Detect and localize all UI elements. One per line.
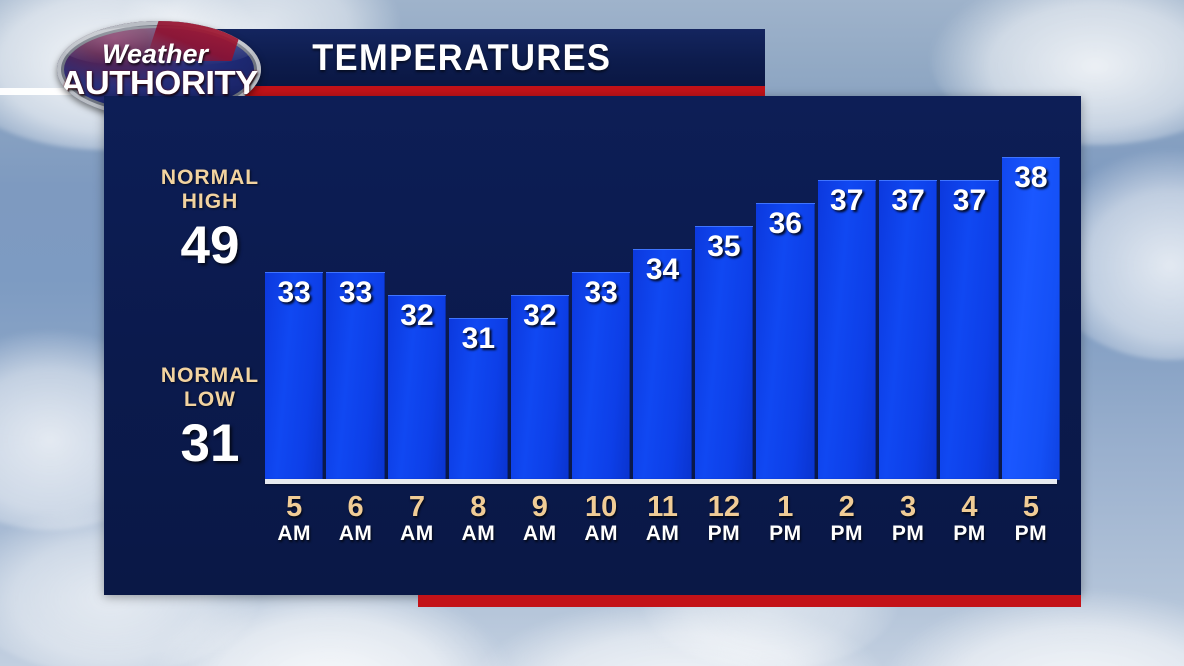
x-axis-hour: 4 [961, 491, 978, 523]
panel-bottom-red-stripe [418, 595, 1081, 607]
x-axis-meridiem: PM [830, 522, 863, 546]
x-axis-meridiem: AM [584, 522, 618, 546]
x-axis-tick: 9 AM [511, 492, 569, 545]
bar-column: 37 [940, 112, 999, 480]
bar-column: 33 [571, 112, 631, 480]
x-axis-hour: 8 [470, 491, 487, 523]
bar-value-label: 33 [584, 276, 618, 309]
temperature-bar: 33 [571, 272, 631, 480]
page-title: TEMPERATURES [311, 36, 612, 78]
bar-value-label: 37 [891, 184, 925, 217]
bar-column: 36 [756, 112, 815, 480]
x-axis-hour: 3 [900, 491, 917, 523]
temperature-bar: 37 [817, 180, 876, 480]
title-red-stripe [243, 86, 765, 97]
x-axis-tick: 5 AM [265, 492, 323, 545]
normal-low-block: NORMAL LOW 31 [131, 364, 289, 470]
x-axis-tick: 2 PM [818, 492, 876, 545]
bar-series: 33 33 32 31 32 33 34 35 36 37 37 37 38 [265, 112, 1061, 480]
x-axis-tick: 5 PM [1002, 492, 1060, 545]
chart-baseline-axis [265, 479, 1057, 484]
x-axis-meridiem: AM [277, 522, 312, 546]
temperature-bar: 33 [326, 272, 385, 480]
bar-value-label: 35 [707, 230, 741, 263]
bar-column: 31 [449, 112, 508, 480]
x-axis-meridiem: AM [522, 522, 557, 546]
logo-authority-text: AUTHORITY [60, 63, 258, 101]
x-axis-hour: 12 [707, 491, 741, 523]
temperature-bar: 31 [449, 318, 508, 480]
bar-column: 38 [1001, 112, 1061, 480]
bar-value-label: 34 [645, 253, 680, 286]
x-axis-meridiem: AM [461, 522, 496, 546]
x-axis-tick: 8 AM [449, 492, 507, 545]
bar-value-label: 37 [952, 184, 987, 217]
temperature-bar: 32 [387, 295, 447, 480]
x-axis-meridiem: AM [645, 522, 680, 546]
x-axis-hour: 7 [408, 491, 426, 523]
bar-column: 32 [387, 112, 447, 480]
x-axis-meridiem: PM [953, 522, 986, 546]
x-axis-labels: 5 AM 6 AM 7 AM 8 AM 9 AM 10 AM 11 AM 12 PM 1 PM 2 PM 3 PM 4 PM 5… [265, 492, 1060, 545]
temperature-bar: 33 [265, 272, 324, 480]
normal-high-label-line1: NORMAL [160, 166, 260, 189]
x-axis-tick: 6 AM [326, 492, 384, 545]
temperature-bar: 37 [940, 180, 999, 480]
bar-value-label: 36 [768, 207, 802, 240]
bar-column: 37 [878, 112, 938, 480]
bar-value-label: 38 [1014, 161, 1048, 194]
normal-high-block: NORMAL HIGH 49 [131, 166, 289, 272]
x-axis-hour: 9 [531, 491, 548, 523]
normal-low-value: 31 [180, 414, 240, 474]
normal-low-label-line1: NORMAL [160, 364, 260, 387]
x-axis-hour: 6 [347, 491, 364, 523]
bar-value-label: 33 [338, 276, 373, 309]
temperature-bar: 38 [1001, 157, 1061, 480]
bar-value-label: 32 [523, 299, 557, 332]
normal-high-value: 49 [180, 216, 240, 276]
bar-value-label: 33 [277, 276, 311, 309]
bar-column: 33 [326, 112, 385, 480]
bar-value-label: 37 [830, 184, 864, 217]
x-axis-tick: 10 AM [572, 492, 630, 545]
x-axis-hour: 11 [647, 491, 678, 523]
bar-column: 35 [694, 112, 754, 480]
x-axis-meridiem: PM [707, 522, 741, 546]
x-axis-hour: 2 [838, 491, 855, 523]
bar-value-label: 31 [461, 322, 496, 355]
x-axis-tick: 1 PM [756, 492, 814, 545]
x-axis-meridiem: AM [400, 522, 434, 546]
x-axis-tick: 11 AM [633, 492, 691, 545]
x-axis-hour: 1 [777, 491, 794, 523]
normal-high-label-line2: HIGH [181, 189, 239, 213]
x-axis-hour: 10 [585, 491, 618, 523]
x-axis-tick: 12 PM [695, 492, 753, 545]
bar-column: 33 [265, 112, 324, 480]
x-axis-tick: 7 AM [388, 492, 446, 545]
temperature-bar: 34 [633, 249, 692, 480]
x-axis-meridiem: PM [769, 522, 802, 546]
hourly-temperature-chart: 33 33 32 31 32 33 34 35 36 37 37 37 38 [265, 112, 1061, 480]
bar-column: 32 [510, 112, 569, 480]
x-axis-hour: 5 [286, 491, 303, 523]
x-axis-meridiem: AM [338, 522, 373, 546]
bar-value-label: 32 [400, 299, 434, 332]
bar-column: 34 [633, 112, 692, 480]
x-axis-tick: 3 PM [879, 492, 937, 545]
x-axis-tick: 4 PM [940, 492, 998, 545]
temperature-bar: 36 [756, 203, 815, 480]
x-axis-meridiem: PM [891, 522, 925, 546]
x-axis-hour: 5 [1022, 491, 1039, 523]
cloud [470, 600, 890, 666]
bar-column: 37 [817, 112, 876, 480]
x-axis-meridiem: PM [1014, 522, 1048, 546]
temperature-bar: 35 [694, 226, 754, 480]
temperature-bar: 32 [510, 295, 569, 480]
normal-low-label-line2: LOW [184, 387, 236, 411]
temperature-bar: 37 [878, 180, 938, 480]
